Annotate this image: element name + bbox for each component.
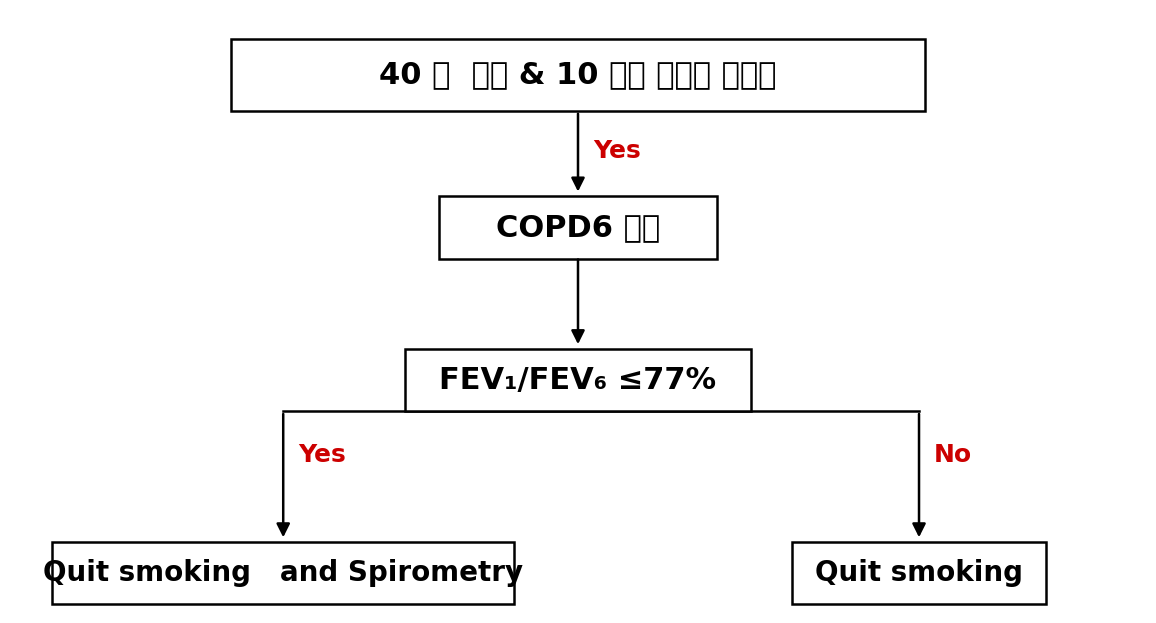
Text: Quit smoking   and Spirometry: Quit smoking and Spirometry — [43, 559, 524, 587]
FancyBboxPatch shape — [52, 542, 514, 604]
FancyBboxPatch shape — [405, 349, 751, 411]
Text: COPD6 검사: COPD6 검사 — [496, 213, 660, 242]
FancyBboxPatch shape — [231, 39, 925, 111]
Text: No: No — [934, 443, 972, 467]
FancyBboxPatch shape — [792, 542, 1046, 604]
Text: 40 세  이상 & 10 갑연 이상의 흥연력: 40 세 이상 & 10 갑연 이상의 흥연력 — [379, 60, 777, 89]
FancyBboxPatch shape — [439, 196, 717, 259]
Text: Yes: Yes — [298, 443, 346, 467]
Text: Yes: Yes — [593, 139, 640, 163]
Text: Quit smoking: Quit smoking — [815, 559, 1023, 587]
Text: FEV₁/FEV₆ ≤77%: FEV₁/FEV₆ ≤77% — [439, 366, 717, 394]
